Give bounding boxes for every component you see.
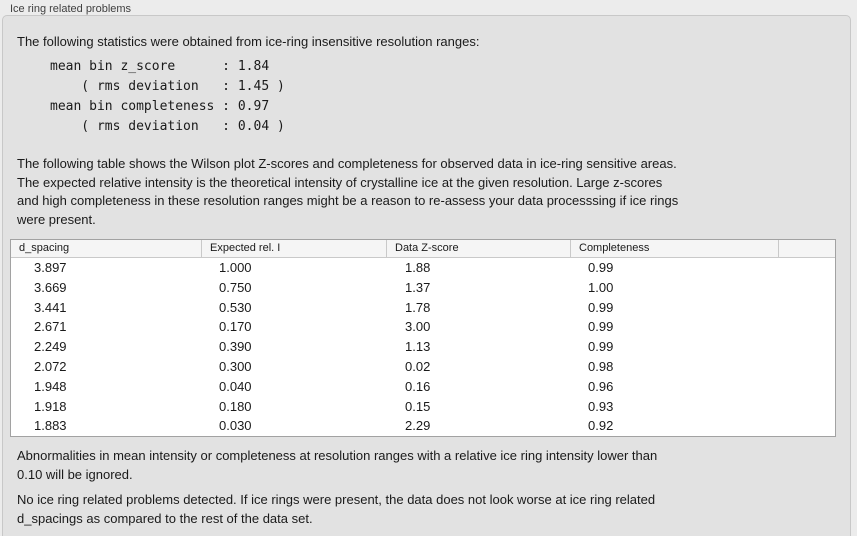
table-cell: 2.249 xyxy=(34,339,67,355)
table-cell: 0.170 xyxy=(219,319,252,335)
table-row[interactable]: 1.948 0.040 0.16 0.96 xyxy=(11,377,835,397)
table-cell: 0.02 xyxy=(405,358,431,374)
table-row[interactable]: 1.883 0.030 2.29 0.92 xyxy=(11,416,835,436)
table-cell: 3.00 xyxy=(405,319,431,335)
table-cell: 2.29 xyxy=(405,418,431,434)
table-cell: 1.883 xyxy=(34,418,67,434)
table-cell: 3.441 xyxy=(34,299,67,315)
table-cell xyxy=(778,317,835,337)
table-cell: 1.37 xyxy=(405,279,431,295)
groupbox-title: Ice ring related problems xyxy=(10,3,132,15)
table-cell: 0.92 xyxy=(588,418,614,434)
table-cell: 0.15 xyxy=(405,398,431,414)
table-description-text: The following table shows the Wilson plo… xyxy=(17,156,679,227)
table-row[interactable]: 3.441 0.530 1.78 0.99 xyxy=(11,298,835,318)
table-cell xyxy=(778,278,835,298)
table-cell xyxy=(778,416,835,436)
table-cell: 0.750 xyxy=(219,279,252,295)
panel-content: The following statistics were obtained f… xyxy=(3,16,850,528)
table-cell: 1.00 xyxy=(588,279,614,295)
table-cell: 0.99 xyxy=(588,260,614,275)
table-cell: 1.88 xyxy=(405,260,431,275)
table-cell: 0.96 xyxy=(588,378,614,394)
table-row[interactable]: 3.669 0.750 1.37 1.00 xyxy=(11,278,835,298)
table-row[interactable]: 1.918 0.180 0.15 0.93 xyxy=(11,397,835,417)
table-cell: 0.180 xyxy=(219,398,252,414)
table-cell: 1.918 xyxy=(34,398,67,414)
table-cell xyxy=(778,258,835,278)
table-cell: 1.78 xyxy=(405,299,431,315)
conclusion-text: No ice ring related problems detected. I… xyxy=(17,492,656,526)
ignore-note-text: Abnormalities in mean intensity or compl… xyxy=(17,448,658,482)
table-cell: 2.671 xyxy=(34,319,67,335)
ice-ring-panel: The following statistics were obtained f… xyxy=(2,15,851,536)
table-row[interactable]: 2.072 0.300 0.02 0.98 xyxy=(11,357,835,377)
table-cell xyxy=(778,377,835,397)
table-cell: 0.030 xyxy=(219,418,252,434)
table-cell: 0.99 xyxy=(588,319,614,335)
table-cell xyxy=(778,298,835,318)
table-body: 3.897 1.000 1.88 0.99 3.669 0.750 1.37 1.00 3.44… xyxy=(11,258,835,436)
table-cell: 0.16 xyxy=(405,378,431,394)
table-cell: 1.000 xyxy=(219,260,252,275)
stats-intro-text: The following statistics were obtained f… xyxy=(17,34,480,49)
table-cell: 0.98 xyxy=(588,358,614,374)
column-header-data-z-score: Data Z-score xyxy=(386,240,570,257)
table-cell: 0.99 xyxy=(588,299,614,315)
ice-ring-table: d_spacing Expected rel. I Data Z-score Comp… xyxy=(10,239,836,438)
table-cell: 1.948 xyxy=(34,378,67,394)
table-row[interactable]: 3.897 1.000 1.88 0.99 xyxy=(11,258,835,278)
column-header-expected-rel-i: Expected rel. I xyxy=(201,240,386,257)
table-row[interactable]: 2.671 0.170 3.00 0.99 xyxy=(11,317,835,337)
table-cell: 0.530 xyxy=(219,299,252,315)
table-cell xyxy=(778,397,835,417)
table-cell: 0.93 xyxy=(588,398,614,414)
table-cell: 0.300 xyxy=(219,358,252,374)
column-header-d-spacing: d_spacing xyxy=(19,242,70,254)
mean-bin-stats-block: mean bin z_score : 1.84 ( rms deviation … xyxy=(50,59,285,134)
table-header-row: d_spacing Expected rel. I Data Z-score Comp… xyxy=(11,240,835,258)
table-row[interactable]: 2.249 0.390 1.13 0.99 xyxy=(11,337,835,357)
table-cell: 0.390 xyxy=(219,339,252,355)
table-cell: 0.99 xyxy=(588,339,614,355)
table-cell: 1.13 xyxy=(405,339,431,355)
table-cell: 0.040 xyxy=(219,378,252,394)
table-cell xyxy=(778,357,835,377)
table-cell xyxy=(778,337,835,357)
column-header-completeness: Completeness xyxy=(570,240,778,257)
table-cell: 3.669 xyxy=(34,279,67,295)
column-header-empty xyxy=(778,240,835,257)
table-cell: 3.897 xyxy=(34,260,67,275)
table-cell: 2.072 xyxy=(34,358,67,374)
